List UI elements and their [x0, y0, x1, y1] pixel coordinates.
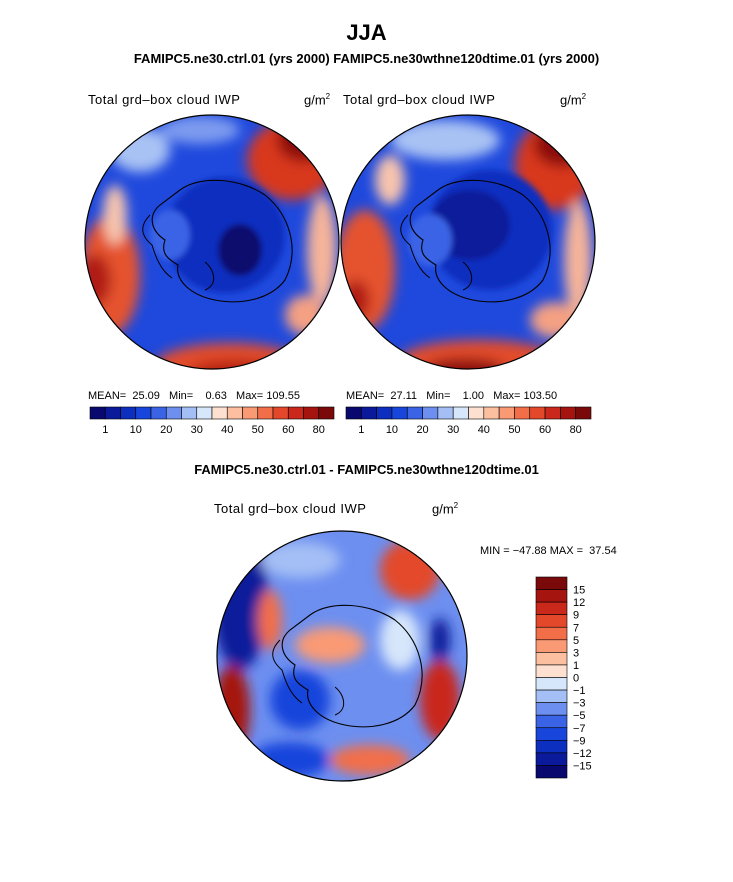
colorbar-swatch: [318, 406, 335, 420]
difference-title: FAMIPC5.ne30.ctrl.01 - FAMIPC5.ne30wthne…: [194, 462, 539, 477]
colorbar-swatch: [165, 406, 182, 420]
colorbar-swatch: [345, 406, 362, 420]
colorbar-swatch: [422, 406, 439, 420]
colorbar-swatch: [391, 406, 408, 420]
diff-colorbar-swatch: [535, 752, 568, 766]
left-colorbar: 1 10 20 30 40 50 60 80: [89, 406, 335, 436]
colorbar-swatch: [483, 406, 500, 420]
diff-colorbar-label: −12: [573, 748, 592, 760]
colorbar-swatch: [361, 406, 377, 420]
diff-colorbar-label: −9: [573, 735, 586, 747]
colorbar-swatch: [498, 406, 515, 420]
diff-colorbar-swatch: [535, 727, 568, 741]
colorbar-swatch: [529, 406, 546, 420]
colorbar-swatch: [211, 406, 228, 420]
colorbar-swatch: [437, 406, 454, 420]
colorbar-tick-label: 40: [478, 424, 490, 436]
diff-colorbar-swatch: [535, 652, 568, 666]
colorbar-tick-label: 1: [358, 424, 364, 436]
diff-colorbar-swatch: [535, 626, 568, 641]
colorbar-swatch: [272, 406, 289, 420]
colorbar-tick-label: 80: [570, 424, 582, 436]
colorbar-tick-label: 1: [102, 424, 108, 436]
colorbar-swatch: [257, 406, 274, 420]
left-var-label: Total grd–box cloud IWP: [88, 92, 241, 107]
colorbar-swatch: [181, 406, 198, 420]
colorbar-swatch: [468, 406, 485, 420]
diff-colorbar-label: −15: [573, 760, 592, 772]
diff-colorbar-swatch: [535, 677, 568, 691]
colorbar-swatch: [303, 406, 320, 420]
diff-colorbar-label: 5: [573, 635, 579, 647]
colorbar-swatch: [104, 406, 121, 420]
colorbar-tick-label: 80: [313, 424, 325, 436]
left-polar-map: [85, 115, 339, 369]
diff-colorbar-label: −7: [573, 723, 586, 735]
diff-colorbar-label: 9: [573, 610, 579, 622]
colorbar-swatch: [242, 406, 259, 420]
top-title: FAMIPC5.ne30.ctrl.01 (yrs 2000) FAMIPC5.…: [133, 51, 600, 66]
right-stats: MEAN= 27.11 Min= 1.00 Max= 103.50: [346, 390, 558, 402]
diff-var-label: Total grd–box cloud IWP: [214, 501, 367, 516]
colorbar-swatch: [544, 406, 561, 420]
colorbar-swatch: [196, 406, 213, 420]
diff-colorbar-label: 15: [573, 585, 585, 597]
colorbar-tick-label: 20: [160, 424, 172, 436]
diff-colorbar-swatch: [535, 664, 568, 678]
colorbar-swatch: [150, 406, 167, 420]
colorbar-tick-label: 10: [386, 424, 398, 436]
diff-minmax: MIN = −47.88 MAX = 37.54: [480, 545, 617, 557]
colorbar-swatch: [575, 406, 592, 420]
diff-colorbar-swatch: [535, 589, 568, 603]
diff-colorbar-swatch: [535, 740, 568, 754]
diff-colorbar-label: −1: [573, 685, 586, 697]
diff-colorbar-swatch: [535, 576, 568, 590]
diff-colorbar-swatch: [535, 714, 568, 729]
colorbar-swatch: [514, 406, 531, 420]
colorbar-tick-label: 30: [191, 424, 203, 436]
colorbar-tick-label: 50: [508, 424, 520, 436]
diff-colorbar-label: 1: [573, 660, 579, 672]
difference-polar-map: [217, 531, 467, 781]
diff-colorbar-label: −3: [573, 698, 586, 710]
right-units-label: g/m2: [560, 92, 587, 108]
colorbar-swatch: [452, 406, 469, 420]
diff-colorbar-swatch: [535, 639, 568, 653]
colorbar-tick-label: 30: [447, 424, 459, 436]
left-units-label: g/m2: [304, 92, 331, 108]
colorbar-swatch: [89, 406, 106, 420]
diff-colorbar-swatch: [535, 689, 568, 703]
colorbar-swatch: [560, 406, 576, 420]
right-var-label: Total grd–box cloud IWP: [343, 92, 496, 107]
colorbar-tick-label: 50: [252, 424, 264, 436]
colorbar-tick-label: 20: [416, 424, 428, 436]
colorbar-swatch: [120, 406, 137, 420]
left-stats: MEAN= 25.09 Min= 0.63 Max= 109.55: [88, 390, 300, 402]
colorbar-tick-label: 60: [282, 424, 294, 436]
colorbar-tick-label: 40: [221, 424, 233, 436]
diff-colorbar-swatch: [535, 601, 568, 615]
diff-colorbar-swatch: [535, 702, 568, 716]
diff-colorbar-label: 0: [573, 673, 579, 685]
main-title: JJA: [346, 20, 387, 45]
colorbar-swatch: [376, 406, 393, 420]
colorbar-swatch: [287, 406, 304, 420]
colorbar-swatch: [135, 406, 152, 420]
colorbar-tick-label: 10: [130, 424, 142, 436]
right-colorbar: 1 10 20 30 40 50 60 80: [345, 406, 592, 436]
diff-colorbar-swatch: [535, 614, 568, 628]
diff-colorbar-swatch: [535, 765, 568, 779]
diff-colorbar-label: 12: [573, 597, 585, 609]
right-polar-map: [341, 115, 595, 369]
diff-colorbar-label: 3: [573, 647, 579, 659]
diff-colorbar-label: −5: [573, 710, 586, 722]
diff-colorbar-label: 7: [573, 622, 579, 634]
colorbar-swatch: [406, 406, 423, 420]
diff-units-label: g/m2: [432, 501, 459, 517]
colorbar-swatch: [226, 406, 243, 420]
colorbar-tick-label: 60: [539, 424, 551, 436]
